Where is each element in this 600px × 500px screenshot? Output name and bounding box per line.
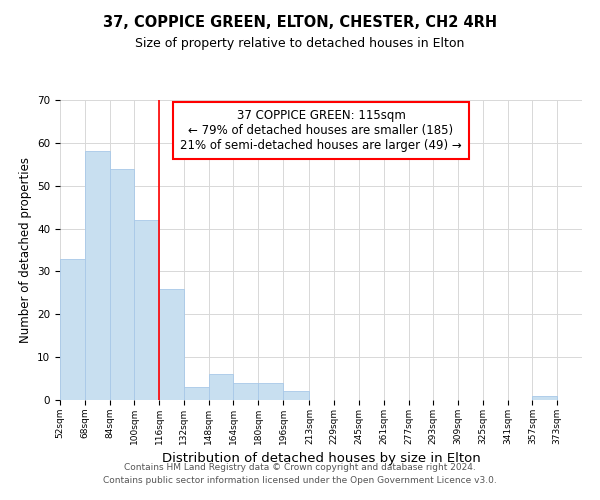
- Bar: [209, 374, 233, 400]
- Bar: [134, 220, 159, 400]
- Y-axis label: Number of detached properties: Number of detached properties: [19, 157, 32, 343]
- Bar: [85, 152, 110, 400]
- X-axis label: Distribution of detached houses by size in Elton: Distribution of detached houses by size …: [161, 452, 481, 466]
- Bar: [258, 383, 283, 400]
- Bar: [159, 288, 184, 400]
- Text: Contains HM Land Registry data © Crown copyright and database right 2024.: Contains HM Land Registry data © Crown c…: [124, 464, 476, 472]
- Bar: [110, 168, 134, 400]
- Bar: [233, 383, 258, 400]
- Text: 37, COPPICE GREEN, ELTON, CHESTER, CH2 4RH: 37, COPPICE GREEN, ELTON, CHESTER, CH2 4…: [103, 15, 497, 30]
- Bar: [283, 392, 310, 400]
- Bar: [60, 258, 85, 400]
- Text: Size of property relative to detached houses in Elton: Size of property relative to detached ho…: [136, 38, 464, 51]
- Text: 37 COPPICE GREEN: 115sqm
← 79% of detached houses are smaller (185)
21% of semi-: 37 COPPICE GREEN: 115sqm ← 79% of detach…: [180, 109, 462, 152]
- Bar: [532, 396, 557, 400]
- Text: Contains public sector information licensed under the Open Government Licence v3: Contains public sector information licen…: [103, 476, 497, 485]
- Bar: [184, 387, 209, 400]
